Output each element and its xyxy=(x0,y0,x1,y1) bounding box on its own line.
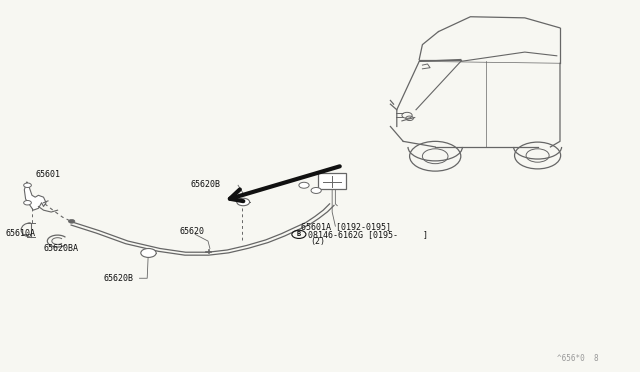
Circle shape xyxy=(24,183,31,187)
Text: 65620: 65620 xyxy=(179,227,204,236)
Circle shape xyxy=(311,187,321,193)
Circle shape xyxy=(299,182,309,188)
Circle shape xyxy=(141,248,156,257)
Circle shape xyxy=(237,198,250,206)
Text: B: B xyxy=(297,231,301,237)
Text: 65620B: 65620B xyxy=(104,274,134,283)
Text: 65620BA: 65620BA xyxy=(44,244,79,253)
FancyBboxPatch shape xyxy=(318,173,346,189)
Text: 65620B: 65620B xyxy=(191,180,221,189)
Circle shape xyxy=(24,201,31,205)
Text: ^656*0  8: ^656*0 8 xyxy=(557,355,598,363)
Text: 08146-6162G [0195-     ]: 08146-6162G [0195- ] xyxy=(308,230,428,239)
Text: 65601: 65601 xyxy=(35,170,60,179)
Text: 65601A [0192-0195]: 65601A [0192-0195] xyxy=(301,222,391,231)
Circle shape xyxy=(68,219,75,223)
Polygon shape xyxy=(24,182,46,210)
Text: 65610A: 65610A xyxy=(5,229,35,238)
Text: (2): (2) xyxy=(310,237,324,246)
